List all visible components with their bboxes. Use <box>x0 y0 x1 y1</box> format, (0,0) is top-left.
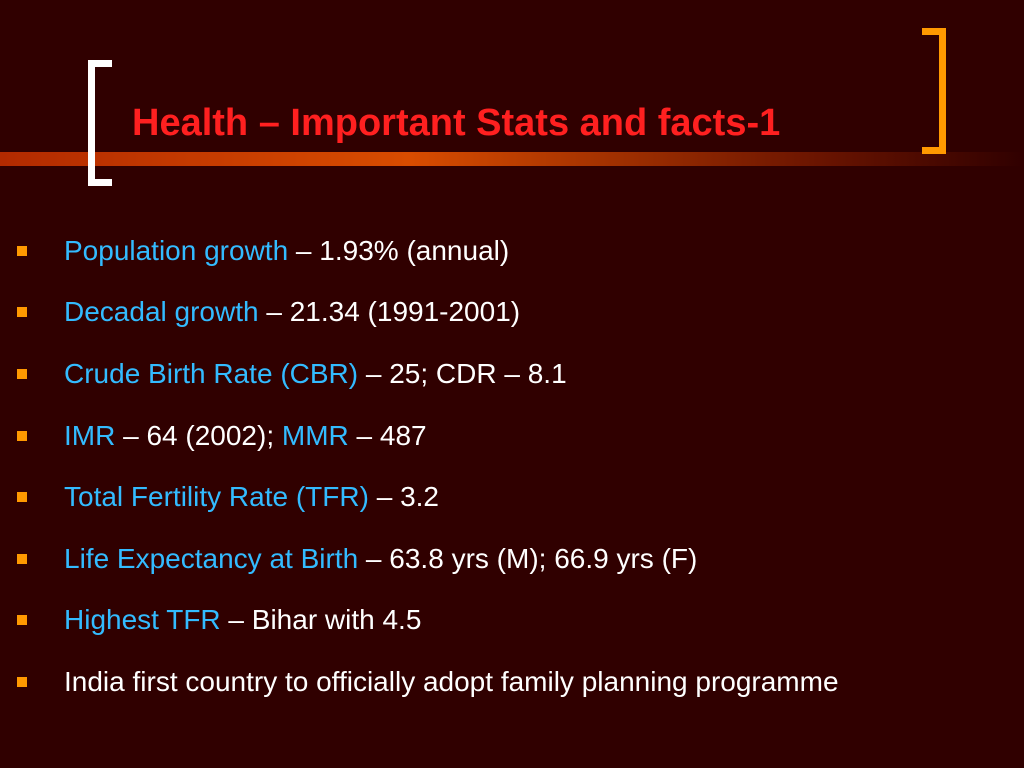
bullet-value: – Bihar with 4.5 <box>220 604 422 636</box>
bullet-value: – 64 (2002); <box>115 419 282 451</box>
square-bullet-icon <box>17 307 27 318</box>
accent-line <box>0 152 1024 166</box>
bullet-term: Decadal growth <box>64 296 259 328</box>
bullet-text: Total Fertility Rate (TFR) – 3.2 <box>64 481 439 513</box>
bullet-term: Highest TFR <box>64 604 221 636</box>
slide-title: Health – Important Stats and facts-1 <box>132 102 781 144</box>
bullet-term: IMR <box>64 419 116 451</box>
bullet-text: IMR – 64 (2002); MMR – 487 <box>64 420 427 452</box>
bullet-item-decadal-growth: Decadal growth – 21.34 (1991-2001) <box>0 282 1024 344</box>
bullet-value: – 63.8 yrs (M); 66.9 yrs (F) <box>358 542 698 574</box>
bullet-item-population-growth: Population growth – 1.93% (annual) <box>0 220 1024 282</box>
bullet-item-crude-birth-rate: Crude Birth Rate (CBR) – 25; CDR – 8.1 <box>0 343 1024 405</box>
bullet-term-secondary: MMR <box>281 419 349 451</box>
bullet-text: Highest TFR – Bihar with 4.5 <box>64 604 421 636</box>
square-bullet-icon <box>17 430 27 441</box>
bullet-item-life-expectancy: Life Expectancy at Birth – 63.8 yrs (M);… <box>0 528 1024 590</box>
bullet-value: – 1.93% (annual) <box>288 234 510 266</box>
bullet-item-family-planning: India first country to officially adopt … <box>0 651 1024 713</box>
bullet-text: India first country to officially adopt … <box>64 665 839 697</box>
right-bracket-decoration <box>922 28 946 154</box>
bullet-term: Life Expectancy at Birth <box>64 542 359 574</box>
bullet-text: Life Expectancy at Birth – 63.8 yrs (M);… <box>64 543 697 575</box>
bullet-value: – 3.2 <box>368 481 439 513</box>
bullet-text: Decadal growth – 21.34 (1991-2001) <box>64 296 520 328</box>
square-bullet-icon <box>17 368 27 379</box>
bullet-text: Population growth – 1.93% (annual) <box>64 235 509 267</box>
bullet-item-highest-tfr: Highest TFR – Bihar with 4.5 <box>0 590 1024 652</box>
bullet-value: – 21.34 (1991-2001) <box>258 296 521 328</box>
bullet-item-total-fertility-rate: Total Fertility Rate (TFR) – 3.2 <box>0 466 1024 528</box>
bullet-text: Crude Birth Rate (CBR) – 25; CDR – 8.1 <box>64 358 567 390</box>
bullet-term: Total Fertility Rate (TFR) <box>64 481 369 513</box>
square-bullet-icon <box>17 492 27 503</box>
square-bullet-icon <box>17 553 27 564</box>
bullet-item-imr-mmr: IMR – 64 (2002); MMR – 487 <box>0 405 1024 467</box>
bullet-value: – 25; CDR – 8.1 <box>358 357 567 389</box>
bullet-value: – 487 <box>348 419 427 451</box>
square-bullet-icon <box>17 676 27 687</box>
bullet-term: Crude Birth Rate (CBR) <box>64 357 359 389</box>
bullet-term: Population growth <box>64 234 289 266</box>
bullet-list: Population growth – 1.93% (annual) Decad… <box>0 220 1024 713</box>
square-bullet-icon <box>17 615 27 626</box>
square-bullet-icon <box>17 245 27 256</box>
left-bracket-decoration <box>88 60 112 186</box>
